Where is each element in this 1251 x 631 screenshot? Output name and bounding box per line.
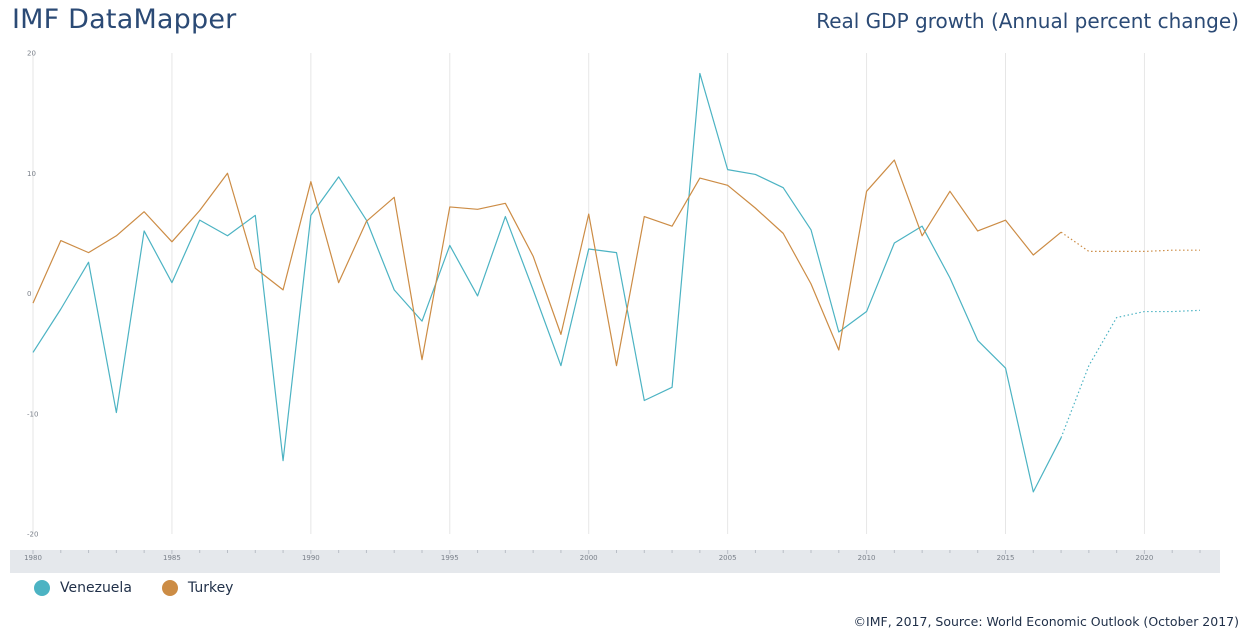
x-tick-label-2010: 2010 xyxy=(858,554,876,562)
y-tick-label--20: -20 xyxy=(27,531,38,539)
x-tick-label-1980: 1980 xyxy=(24,554,42,562)
legend-dot-venezuela xyxy=(34,580,50,596)
x-tick-label-1995: 1995 xyxy=(441,554,459,562)
legend-item-turkey[interactable]: Turkey xyxy=(161,580,234,596)
x-tick-label-1985: 1985 xyxy=(163,554,181,562)
x-tick-label-2020: 2020 xyxy=(1136,554,1154,562)
x-tick-label-2005: 2005 xyxy=(719,554,737,562)
x-tick-label-1990: 1990 xyxy=(302,554,320,562)
y-tick-label-0: 0 xyxy=(27,290,31,298)
series-projection-venezuela xyxy=(1060,309,1201,439)
x-tick-label-2000: 2000 xyxy=(580,554,598,562)
y-tick-label-20: 20 xyxy=(27,50,36,58)
legend-label-venezuela: Venezuela xyxy=(60,580,132,596)
chart-title: Real GDP growth (Annual percent change) xyxy=(816,9,1239,33)
chart-legend: Venezuela Turkey xyxy=(34,580,233,596)
series-projection-turkey xyxy=(1060,231,1200,253)
timeline-band xyxy=(10,550,1220,573)
series-line-turkey xyxy=(32,159,1062,367)
legend-label-turkey: Turkey xyxy=(187,580,234,596)
legend-dot-turkey xyxy=(161,580,178,596)
x-tick-label-2015: 2015 xyxy=(997,554,1015,562)
series-line-venezuela xyxy=(32,72,1062,493)
y-tick-label-10: 10 xyxy=(27,170,36,178)
source-note: ©IMF, 2017, Source: World Economic Outlo… xyxy=(853,614,1239,629)
brand-title[interactable]: IMF DataMapper xyxy=(12,4,237,35)
y-tick-label--10: -10 xyxy=(27,410,38,418)
legend-item-venezuela[interactable]: Venezuela xyxy=(34,580,132,596)
